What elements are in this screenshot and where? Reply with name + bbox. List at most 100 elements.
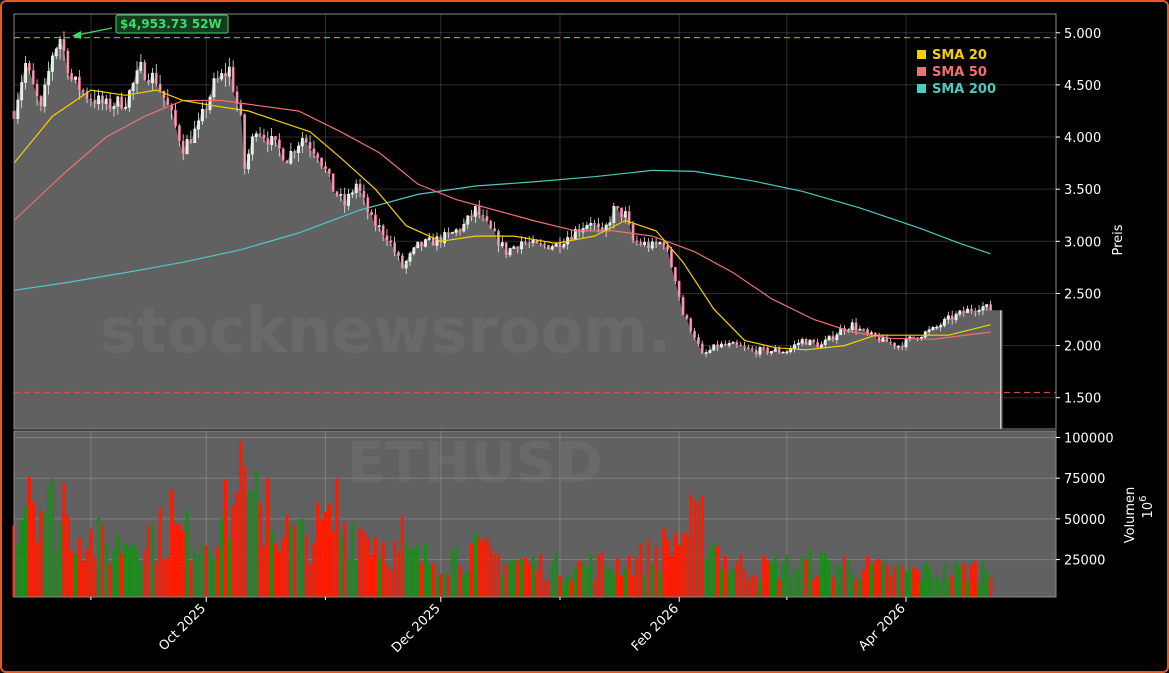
- volume-bar: [127, 548, 131, 597]
- candle-body: [435, 236, 439, 246]
- candle-body: [201, 108, 204, 122]
- volume-bar: [58, 524, 62, 597]
- candle-body: [835, 334, 839, 340]
- volume-bar: [785, 554, 789, 597]
- volume-bar: [727, 572, 731, 597]
- candle-body: [623, 211, 627, 218]
- volume-bar: [769, 562, 773, 597]
- candle-body: [773, 348, 777, 352]
- candle-body: [743, 346, 746, 348]
- volume-bar: [693, 499, 697, 597]
- volume-bar: [423, 543, 427, 597]
- candle-body: [677, 280, 681, 298]
- volume-bar: [808, 549, 812, 597]
- candle-body: [243, 114, 247, 170]
- candle-body: [877, 336, 881, 342]
- volume-bar: [47, 486, 51, 597]
- candle-body: [93, 99, 97, 105]
- candle-body: [227, 66, 231, 77]
- candle-body: [616, 205, 620, 209]
- candle-body: [504, 242, 508, 256]
- candle-body: [212, 78, 216, 98]
- volume-bar: [773, 557, 777, 597]
- volume-bar: [154, 561, 158, 597]
- candle-body: [589, 223, 593, 226]
- candle-body: [350, 192, 354, 195]
- volume-bar: [147, 525, 151, 597]
- candle-body: [189, 138, 193, 144]
- candle-body: [216, 78, 220, 80]
- candle-body: [424, 239, 427, 247]
- volume-bars: [12, 440, 993, 597]
- candle-body: [439, 236, 443, 244]
- volume-bar: [385, 565, 389, 597]
- price-tick-label: 1.500: [1064, 392, 1101, 407]
- volume-bar: [839, 566, 843, 597]
- volume-bar: [54, 551, 58, 597]
- volume-bar: [735, 561, 739, 597]
- volume-bar: [904, 571, 908, 597]
- volume-bar: [781, 563, 785, 597]
- volume-bar: [869, 564, 873, 597]
- candle-body: [966, 308, 969, 313]
- candle-body: [127, 90, 131, 108]
- price-panel-border: [13, 13, 1057, 430]
- candle-body: [77, 76, 81, 91]
- candle-body: [454, 229, 458, 233]
- volume-bar: [804, 559, 808, 597]
- candle-body: [120, 96, 124, 109]
- volume-bar: [666, 539, 670, 597]
- volume-bar: [639, 544, 643, 597]
- volume-bar: [677, 544, 681, 597]
- volume-bar: [397, 552, 401, 597]
- volume-bar: [150, 523, 154, 597]
- candle-body: [185, 138, 189, 155]
- volume-tick-label: 25000: [1064, 554, 1105, 569]
- volume-bar: [923, 562, 927, 597]
- volume-bar: [308, 564, 312, 597]
- candle-body: [904, 338, 908, 348]
- volume-axis-title: Volumen: [1123, 487, 1138, 544]
- volume-bar: [74, 553, 78, 597]
- volume-bar: [446, 574, 450, 597]
- candle-body: [697, 337, 700, 345]
- volume-bar: [750, 576, 754, 597]
- volume-bar: [535, 569, 539, 597]
- candle-body: [912, 336, 916, 339]
- volume-bar: [696, 502, 700, 597]
- candle-body: [370, 211, 373, 216]
- volume-bar: [289, 525, 293, 597]
- candle-body: [558, 242, 562, 248]
- legend: SMA 20 SMA 50 SMA 200: [917, 48, 996, 97]
- volume-bar: [377, 557, 381, 597]
- volume-bar: [389, 571, 393, 597]
- volume-bar: [200, 543, 204, 597]
- volume-bar: [850, 573, 854, 597]
- volume-bar: [600, 552, 604, 597]
- candle-body: [143, 62, 147, 81]
- volume-tick-label: 100000: [1064, 432, 1114, 447]
- volume-bar: [381, 541, 385, 597]
- candle-body: [500, 242, 504, 247]
- candle-body: [108, 98, 112, 109]
- volume-bar: [539, 554, 543, 597]
- volume-bar: [143, 549, 147, 597]
- volume-bar: [139, 562, 143, 597]
- volume-bar: [939, 581, 943, 597]
- candle-body: [385, 235, 389, 241]
- volume-bar: [473, 533, 477, 597]
- candle-body: [620, 207, 623, 218]
- volume-bar: [662, 528, 666, 597]
- volume-bar: [969, 565, 973, 597]
- volume-bar: [973, 560, 977, 597]
- legend-label: SMA 20: [932, 48, 987, 63]
- volume-bar: [546, 580, 550, 597]
- volume-bar: [527, 563, 531, 597]
- candle-body: [808, 339, 812, 345]
- price-axis-title: Preis: [1111, 224, 1126, 255]
- volume-bar: [846, 560, 850, 597]
- volume-bar: [823, 553, 827, 597]
- volume-bar: [704, 558, 708, 597]
- candle-body: [716, 344, 720, 348]
- volume-bar: [916, 570, 920, 597]
